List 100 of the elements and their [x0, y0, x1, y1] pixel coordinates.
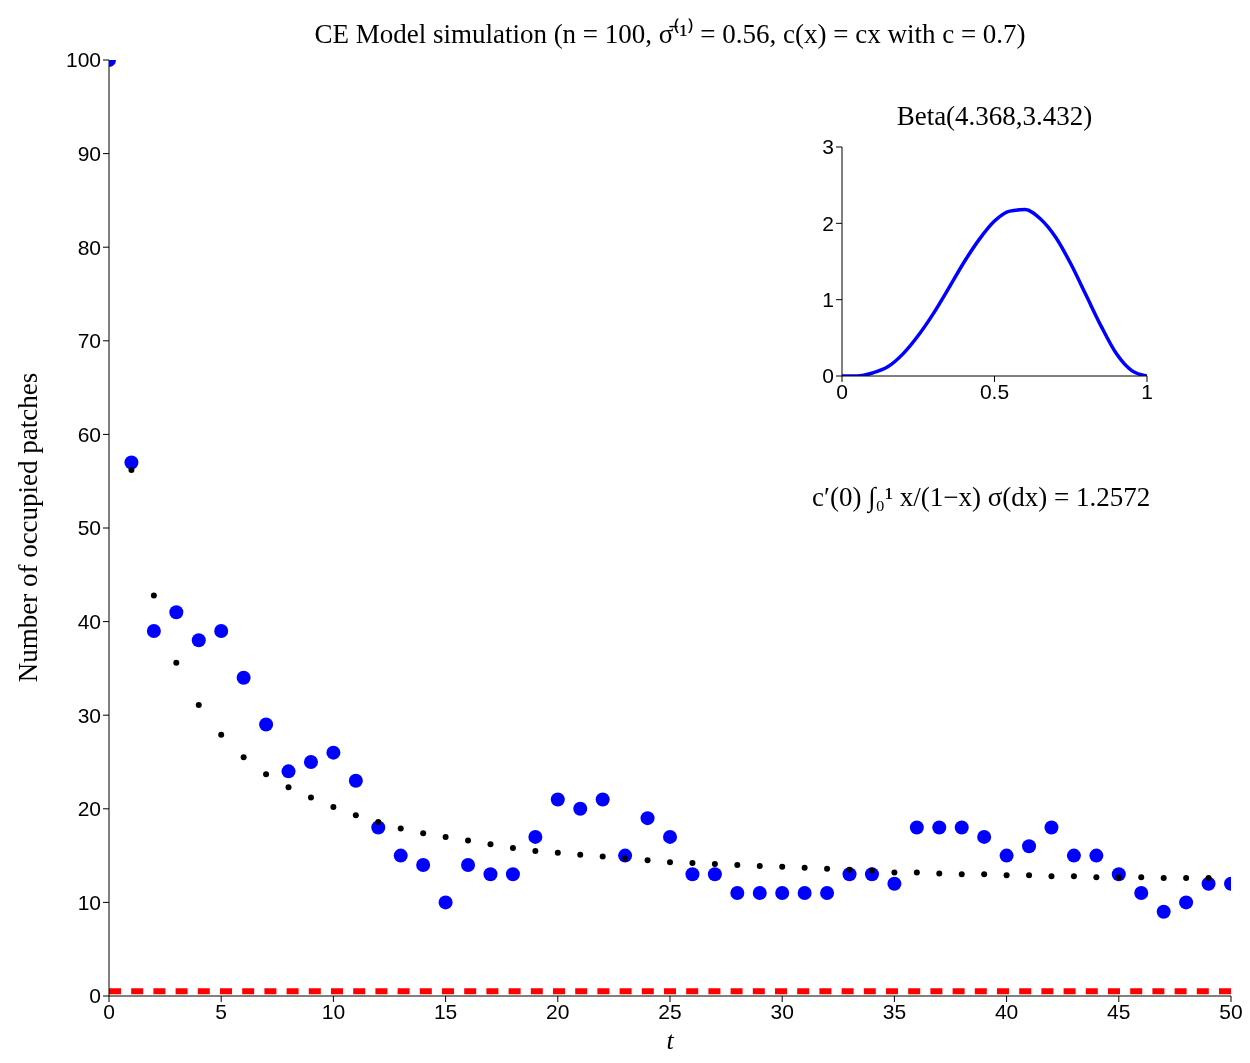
point — [644, 857, 651, 864]
point — [397, 825, 404, 832]
point — [169, 605, 184, 620]
y-tick-label: 100 — [65, 48, 101, 72]
point — [438, 895, 453, 910]
point — [1048, 873, 1055, 880]
point — [913, 869, 920, 876]
point — [1003, 872, 1010, 879]
point — [954, 820, 969, 835]
point — [285, 784, 292, 791]
x-axis-title: t — [665, 1026, 675, 1056]
point — [1205, 875, 1212, 882]
point — [1183, 875, 1190, 882]
point — [599, 853, 606, 860]
y-tick-label: 80 — [77, 235, 101, 259]
point — [483, 867, 498, 882]
point — [554, 849, 561, 856]
x-tick-label: 35 — [882, 999, 907, 1023]
point — [416, 857, 431, 872]
x-tick-label: 5 — [215, 999, 228, 1023]
point — [124, 455, 139, 470]
point — [236, 670, 251, 685]
point — [528, 829, 543, 844]
x-tick-label: 25 — [658, 999, 682, 1023]
point — [801, 864, 808, 871]
point — [393, 848, 408, 863]
point — [465, 837, 472, 844]
point — [775, 886, 790, 901]
point — [240, 754, 247, 761]
y-tick-label: 40 — [77, 610, 101, 634]
point — [887, 876, 902, 891]
y-tick-label: 1 — [822, 288, 834, 312]
point — [891, 869, 898, 876]
point — [1093, 874, 1100, 881]
chart-title: Beta(4.368,3.432) — [895, 101, 1094, 132]
point — [1134, 886, 1149, 901]
point — [932, 820, 947, 835]
point — [330, 803, 337, 810]
y-tick-label: 70 — [77, 329, 101, 353]
point — [263, 771, 270, 778]
point — [824, 865, 831, 872]
y-tick-label: 3 — [822, 135, 834, 159]
point — [550, 792, 565, 807]
point — [487, 841, 494, 848]
y-tick-label: 60 — [77, 422, 101, 446]
point — [734, 861, 741, 868]
point — [352, 812, 359, 819]
point — [1066, 848, 1081, 863]
x-tick-label: 10 — [321, 999, 346, 1023]
point — [307, 794, 314, 801]
point — [797, 886, 812, 901]
x-tick-label: 1 — [1141, 379, 1153, 403]
point — [1070, 873, 1077, 880]
point — [461, 857, 476, 872]
point — [191, 633, 206, 648]
y-tick-label: 50 — [77, 516, 101, 540]
point — [868, 867, 875, 874]
point — [1160, 875, 1167, 882]
point — [420, 830, 427, 837]
x-tick-label: 0.5 — [979, 379, 1010, 403]
point — [1089, 848, 1104, 863]
point — [1026, 872, 1033, 879]
point — [981, 871, 988, 878]
point — [958, 871, 965, 878]
point — [128, 466, 135, 473]
x-tick-label: 40 — [994, 999, 1019, 1023]
point — [573, 801, 588, 816]
x-tick-label: 45 — [1107, 999, 1131, 1023]
point — [173, 659, 180, 666]
point — [977, 829, 992, 844]
point — [1138, 874, 1145, 881]
point — [146, 623, 161, 638]
point — [195, 701, 202, 708]
chart-title: CE Model simulation (n = 100, σ̄⁽¹⁾ = 0.56, c(x) = cx with c = 0.7) — [313, 17, 1027, 51]
x-tick-label: 30 — [770, 999, 794, 1023]
y-tick-label: 90 — [77, 142, 101, 166]
point — [685, 867, 700, 882]
point — [707, 867, 722, 882]
point — [711, 861, 718, 868]
point — [756, 862, 763, 869]
y-tick-label: 30 — [77, 703, 101, 727]
point — [752, 886, 767, 901]
point — [326, 745, 341, 760]
point — [218, 731, 225, 738]
y-tick-label: 10 — [77, 890, 101, 914]
point — [1044, 820, 1059, 835]
point — [577, 851, 584, 858]
point — [1179, 895, 1194, 910]
point — [150, 592, 157, 599]
point — [730, 886, 745, 901]
point — [936, 870, 943, 877]
y-tick-label: 2 — [822, 211, 834, 235]
y-axis-title: Number of occupied patches — [12, 371, 44, 685]
point — [259, 717, 274, 732]
point — [442, 833, 449, 840]
y-tick-label: 20 — [77, 797, 101, 821]
annotation: c′(0) ∫₀¹ x/(1−x) σ(dx) = 1.2572 — [812, 482, 1151, 513]
point — [505, 867, 520, 882]
point — [509, 845, 516, 852]
point — [820, 886, 835, 901]
